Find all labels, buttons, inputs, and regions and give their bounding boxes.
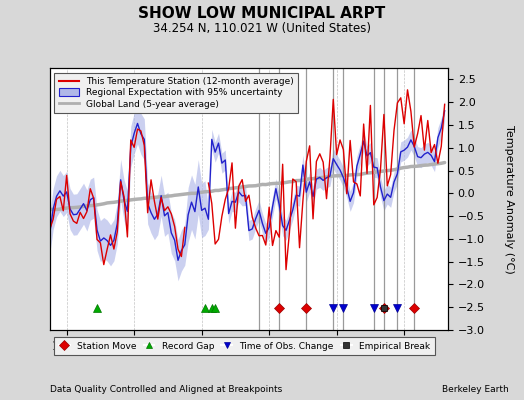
Y-axis label: Temperature Anomaly (°C): Temperature Anomaly (°C) (504, 125, 515, 273)
Text: Berkeley Earth: Berkeley Earth (442, 385, 508, 394)
Text: 34.254 N, 110.021 W (United States): 34.254 N, 110.021 W (United States) (153, 22, 371, 35)
Text: Data Quality Controlled and Aligned at Breakpoints: Data Quality Controlled and Aligned at B… (50, 385, 282, 394)
Legend: Station Move, Record Gap, Time of Obs. Change, Empirical Break: Station Move, Record Gap, Time of Obs. C… (54, 337, 435, 355)
Text: SHOW LOW MUNICIPAL ARPT: SHOW LOW MUNICIPAL ARPT (138, 6, 386, 21)
